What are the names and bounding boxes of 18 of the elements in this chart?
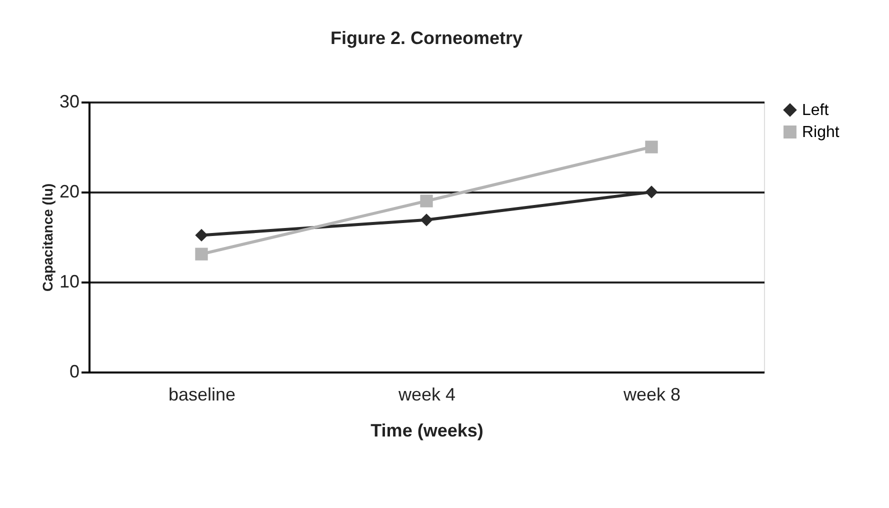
x-tick-label: baseline — [168, 384, 236, 404]
chart-title: Figure 2. Corneometry — [330, 28, 523, 48]
point — [420, 194, 433, 208]
y-tick-label: 20 — [59, 182, 80, 202]
point — [645, 140, 658, 154]
point — [195, 248, 208, 260]
legend-label: Right — [802, 124, 840, 141]
y-tick-label: 10 — [59, 272, 80, 292]
point — [420, 214, 433, 226]
y-tick-label: 0 — [69, 362, 80, 382]
y-tick-label: 30 — [59, 92, 80, 112]
point — [195, 228, 208, 242]
point — [645, 186, 658, 198]
x-tick-label: week 4 — [397, 384, 456, 404]
legend-label: Left — [802, 102, 830, 119]
x-axis-title: Time (weeks) — [370, 420, 484, 440]
x-tick-label: week 8 — [622, 384, 681, 404]
y-axis-title: Capacitance (lu) — [39, 183, 56, 292]
